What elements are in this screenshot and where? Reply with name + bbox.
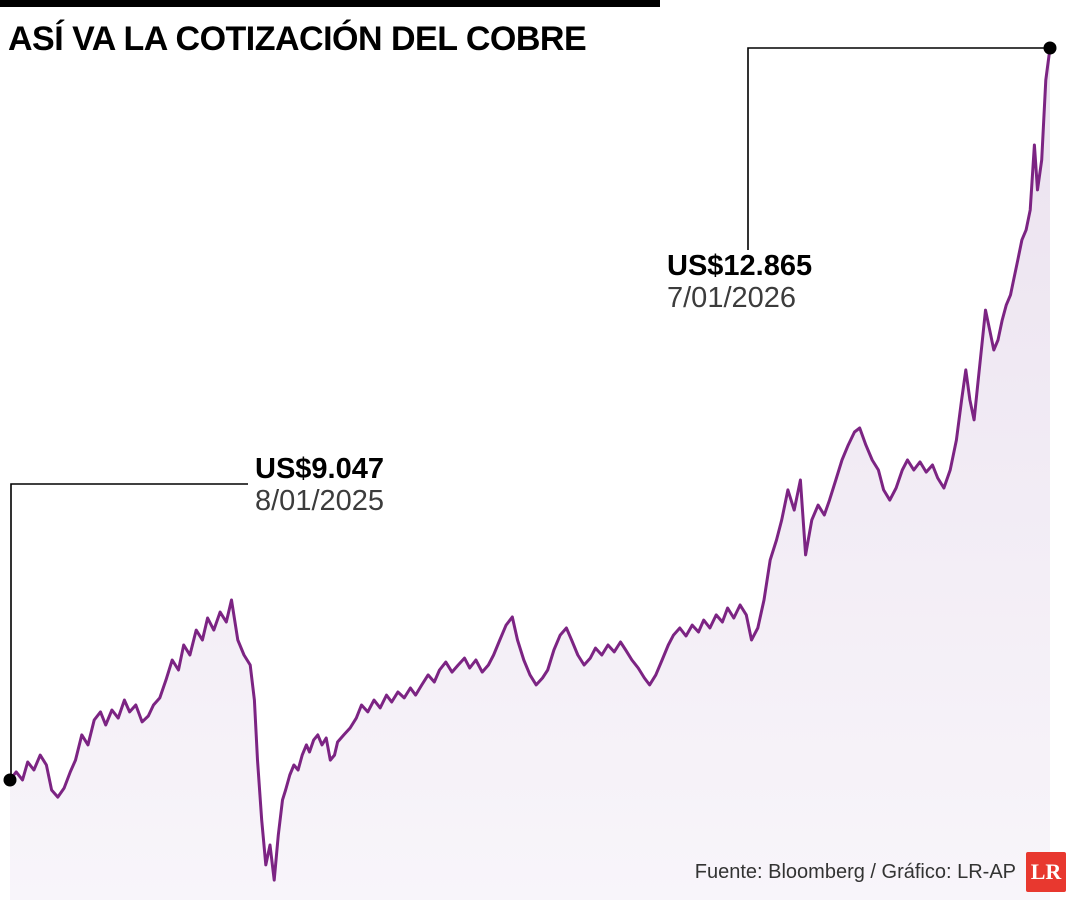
page-title: ASÍ VA LA COTIZACIÓN DEL COBRE xyxy=(8,20,587,58)
lr-logo: LR xyxy=(1026,852,1066,892)
annotation-start-date: 8/01/2025 xyxy=(255,485,385,518)
data-point-start xyxy=(3,773,17,787)
area-fill xyxy=(10,48,1050,900)
annotation-end-date: 7/01/2026 xyxy=(667,282,797,315)
source-credit: Fuente: Bloomberg / Gráfico: LR-AP xyxy=(694,860,1016,883)
annotation-start: US$9.047 8/01/2025 xyxy=(255,453,384,518)
lr-logo-text: LR xyxy=(1030,859,1062,884)
price-line xyxy=(8,46,1052,882)
top-rule xyxy=(0,0,660,7)
annotation-end-price: US$12.865 xyxy=(667,250,813,282)
data-point-end xyxy=(1043,41,1057,55)
annotation-start-price: US$9.047 xyxy=(255,453,384,485)
callout-line-end xyxy=(747,47,1044,250)
callout-line-start xyxy=(10,483,248,774)
footer: Fuente: Bloomberg / Gráfico: LR-AP LR xyxy=(695,852,1066,892)
annotation-end: US$12.865 7/01/2026 xyxy=(667,250,812,315)
